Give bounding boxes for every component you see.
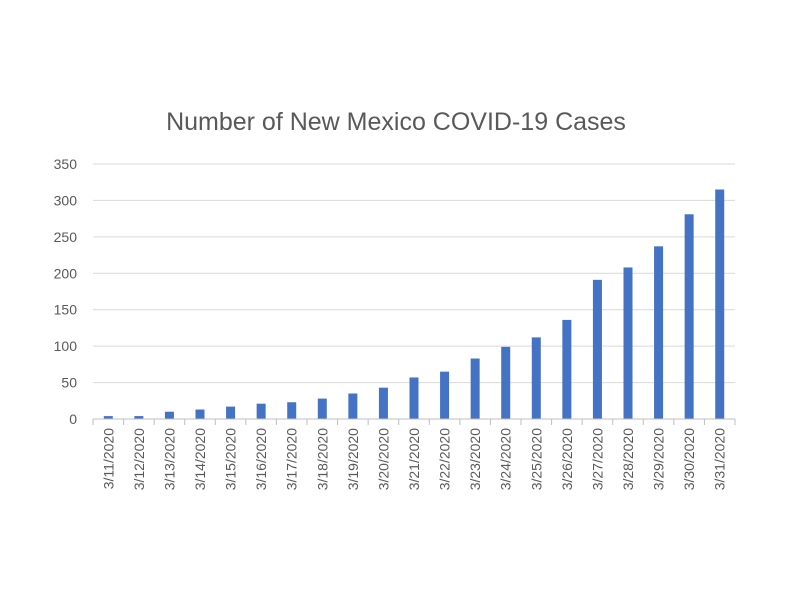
bar: [531, 337, 541, 419]
bar: [195, 409, 205, 419]
y-tick-label: 100: [54, 338, 78, 354]
bar: [715, 189, 725, 419]
y-tick-label: 250: [54, 229, 78, 245]
bar: [164, 411, 174, 419]
bar: [287, 402, 297, 419]
x-tick-label: 3/19/2020: [345, 428, 361, 490]
x-tick-label: 3/30/2020: [681, 428, 697, 490]
bar: [562, 319, 572, 419]
bar: [592, 279, 602, 419]
y-tick-label: 0: [69, 411, 77, 427]
y-tick-label: 200: [54, 265, 78, 281]
bar: [501, 346, 511, 419]
bar: [623, 267, 633, 419]
x-tick-label: 3/31/2020: [712, 428, 728, 490]
x-tick-label: 3/13/2020: [161, 428, 177, 490]
x-tick-label: 3/16/2020: [253, 428, 269, 490]
x-tick-label: 3/11/2020: [100, 428, 116, 489]
y-tick-label: 300: [54, 192, 78, 208]
bar: [409, 377, 419, 419]
x-tick-label: 3/28/2020: [620, 428, 636, 490]
bar: [654, 246, 664, 419]
y-tick-label: 50: [61, 375, 77, 391]
bar: [470, 358, 480, 419]
x-tick-label: 3/24/2020: [498, 428, 514, 490]
x-tick-label: 3/27/2020: [589, 428, 605, 490]
gridlines: [93, 163, 735, 384]
y-tick-label: 150: [54, 302, 78, 318]
bar: [256, 403, 266, 419]
x-tick-label: 3/17/2020: [284, 428, 300, 490]
x-tick-label: 3/26/2020: [559, 428, 575, 490]
y-tick-label: 350: [54, 156, 78, 172]
x-tick-label: 3/12/2020: [131, 428, 147, 490]
chart-title: Number of New Mexico COVID-19 Cases: [166, 108, 626, 136]
x-tick-label: 3/23/2020: [467, 428, 483, 490]
bar: [684, 214, 694, 419]
x-tick-label: 3/25/2020: [528, 428, 544, 490]
x-tick-label: 3/20/2020: [375, 428, 391, 490]
bar: [103, 416, 113, 419]
x-axis-ticks: 3/11/2020 3/12/2020 3/13/2020 3/14/2020 3/15…: [100, 428, 727, 491]
bar: [378, 387, 388, 419]
bar: [226, 406, 236, 419]
x-tick-label: 3/29/2020: [651, 428, 667, 490]
x-tick-label: 3/14/2020: [192, 428, 208, 490]
bar: [440, 371, 450, 419]
x-tick-label: 3/21/2020: [406, 428, 422, 490]
bar: [348, 393, 358, 419]
bar: [317, 398, 327, 419]
x-tick-label: 3/18/2020: [314, 428, 330, 490]
bar: [134, 416, 144, 419]
bars: [103, 189, 725, 419]
x-axis: [92, 418, 736, 425]
x-tick-label: 3/15/2020: [223, 428, 239, 490]
x-tick-label: 3/22/2020: [437, 428, 453, 490]
y-axis-ticks: 0 50 100 150 200 250 300 350: [54, 156, 78, 427]
